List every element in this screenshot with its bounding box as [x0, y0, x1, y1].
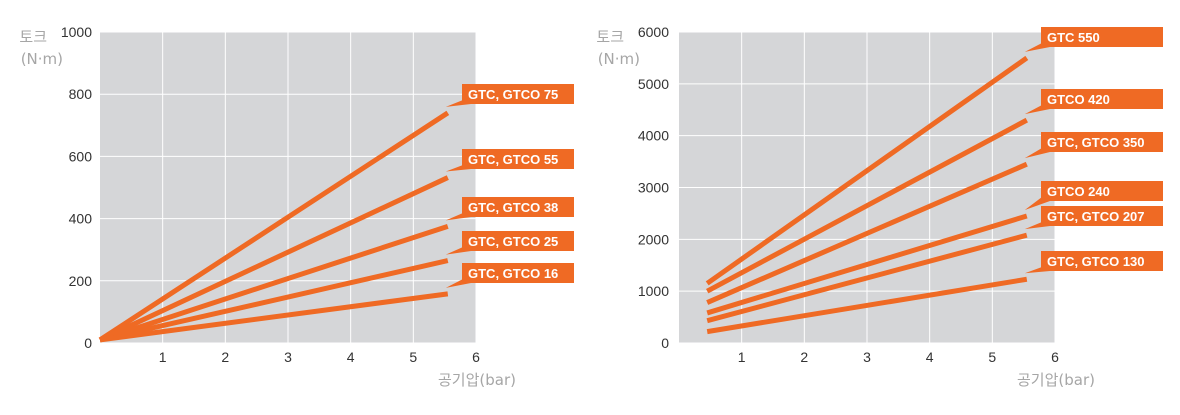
- series-label: GTC, GTCO 38: [468, 200, 558, 215]
- y-tick-label: 2000: [638, 231, 669, 247]
- y-tick-label: 0: [84, 335, 92, 351]
- series-line: [706, 117, 1028, 294]
- y-tick-label: 1000: [638, 283, 669, 299]
- x-tick-label: 3: [863, 349, 871, 365]
- x-tick-label: 5: [988, 349, 996, 365]
- x-tick-label: 5: [409, 349, 417, 365]
- chart-small-models: 0 200 400 600 800 1000 1 2 3 4 5 6 토크 (N·m) 공기압(bar) GT…: [19, 24, 574, 389]
- x-tick-label: 1: [738, 349, 746, 365]
- x-tick-label: 2: [800, 349, 808, 365]
- y-tick-label: 3000: [638, 180, 669, 196]
- series-tag: [462, 149, 574, 169]
- y-axis-unit: (N·m): [598, 50, 640, 68]
- series-line: [99, 258, 449, 343]
- series-tag: [462, 84, 574, 104]
- y-tick-label: 400: [69, 211, 93, 227]
- y-tick-label: 200: [69, 273, 93, 289]
- series-line: [99, 291, 449, 343]
- y-tick-label: 4000: [638, 128, 669, 144]
- series-line: [706, 161, 1028, 305]
- x-tick-label: 3: [284, 349, 292, 365]
- y-axis-label: 토크: [19, 28, 47, 46]
- x-tick-label: 6: [472, 349, 480, 365]
- series-label: GTCO 420: [1047, 92, 1110, 107]
- series-label: GTC, GTCO 207: [1047, 209, 1145, 224]
- series-line: [98, 110, 450, 342]
- y-tick-label: 1000: [61, 24, 92, 40]
- x-axis-label: 공기압(bar): [438, 371, 516, 389]
- series-label: GTC, GTCO 16: [468, 266, 558, 281]
- series-line: [706, 276, 1028, 335]
- series-label: GTC, GTCO 130: [1047, 254, 1145, 269]
- y-tick-label: 0: [661, 335, 669, 351]
- series-tag: [1041, 181, 1163, 201]
- series-line: [98, 175, 449, 343]
- x-tick-label: 4: [926, 349, 934, 365]
- series-label: GTC 550: [1047, 30, 1100, 45]
- series-tag: [1041, 132, 1163, 152]
- x-tick-label: 4: [347, 349, 355, 365]
- series-tag: [1041, 206, 1163, 226]
- y-tick-label: 600: [69, 148, 93, 164]
- series-line: [99, 223, 449, 343]
- series-label: GTC, GTCO 350: [1047, 135, 1145, 150]
- x-tick-label: 6: [1051, 349, 1059, 365]
- series-label: GTC, GTCO 55: [468, 152, 558, 167]
- x-axis-label: 공기압(bar): [1017, 371, 1095, 389]
- series-line: [706, 232, 1028, 324]
- series-tag: [462, 263, 574, 283]
- series-tag: [1041, 27, 1163, 47]
- series-tag: [1041, 251, 1163, 271]
- y-axis-label: 토크: [596, 28, 624, 46]
- x-tick-label: 2: [221, 349, 229, 365]
- series-tag: [1041, 89, 1163, 109]
- chart-large-models: 0 1000 2000 3000 4000 5000 6000 1 2 3 4 5 6 토크 (N·m) 공기…: [596, 24, 1163, 389]
- series-label: GTCO 240: [1047, 184, 1110, 199]
- y-tick-label: 800: [69, 86, 93, 102]
- series-tag: [462, 197, 574, 217]
- series-line: [706, 213, 1028, 316]
- series-label: GTC, GTCO 25: [468, 234, 558, 249]
- series-tag: [462, 231, 574, 251]
- series-label: GTC, GTCO 75: [468, 87, 558, 102]
- y-tick-label: 6000: [638, 24, 669, 40]
- y-tick-label: 5000: [638, 76, 669, 92]
- x-tick-label: 1: [159, 349, 167, 365]
- y-axis-unit: (N·m): [21, 50, 63, 68]
- series-line: [705, 55, 1029, 286]
